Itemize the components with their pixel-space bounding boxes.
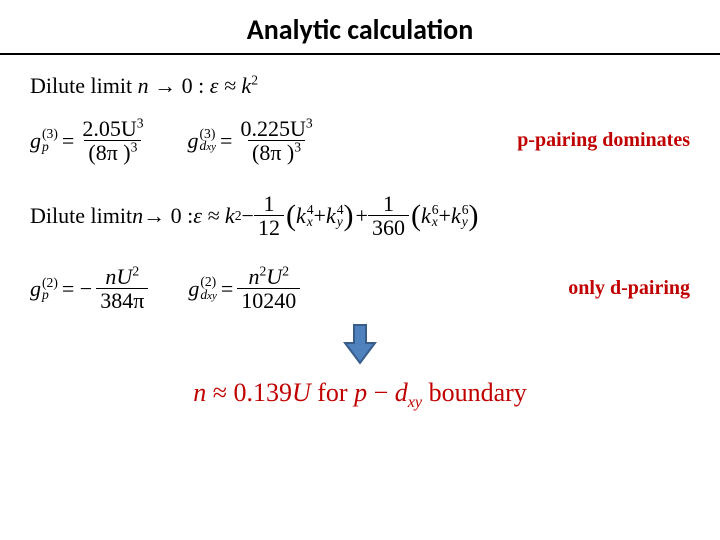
final-boundary-line: n ≈ 0.139U for p − dxy boundary bbox=[0, 378, 720, 408]
dilute1-arrow: → 0 : bbox=[149, 73, 210, 98]
g2d-expr: g(2)dxy = n2U2 10240 bbox=[188, 265, 300, 312]
final-boundary: boundary bbox=[422, 378, 527, 407]
down-arrow-icon bbox=[343, 323, 377, 365]
dilute-limit-2: Dilute limit n → 0 : ε ≈ k2 − 112 (k4x +… bbox=[0, 188, 720, 243]
eq-sign-4: = bbox=[217, 276, 237, 302]
dilute1-eps-sup: 2 bbox=[251, 73, 258, 88]
g2p-expr: g(2)p = − nU2 384π bbox=[30, 265, 148, 312]
g2-row: g(2)p = − nU2 384π g(2)dxy = n2U2 10240 … bbox=[0, 261, 720, 316]
g2d-n: n bbox=[248, 264, 259, 289]
eq-sign: = bbox=[58, 128, 78, 154]
final-U: U bbox=[292, 378, 311, 407]
arrow-wrap bbox=[0, 323, 720, 370]
d2-f1n: 1 bbox=[259, 192, 278, 215]
d2-ky-sub: y bbox=[337, 216, 344, 228]
g3p-sym: g bbox=[30, 128, 41, 154]
d2-kx-sub: x bbox=[307, 216, 314, 228]
g2p-den: 384π bbox=[100, 288, 144, 313]
final-for: for bbox=[311, 378, 354, 407]
title-rule bbox=[0, 53, 720, 55]
g2p-num-sup: 2 bbox=[132, 264, 139, 279]
g2p-num: nU bbox=[105, 264, 132, 289]
d2-kx: k bbox=[296, 203, 306, 229]
slide: Analytic calculation Dilute limit n → 0 … bbox=[0, 0, 720, 540]
dilute1-eps: ε ≈ k bbox=[210, 73, 252, 98]
g3p-den-sup: 3 bbox=[131, 140, 138, 155]
g2d-U: U bbox=[266, 264, 282, 289]
dilute-limit-1: Dilute limit n → 0 : ε ≈ k2 bbox=[0, 69, 720, 103]
dilute1-prefix: Dilute limit bbox=[30, 73, 138, 98]
final-d: d bbox=[395, 378, 408, 407]
d2-ky6: k bbox=[451, 203, 461, 229]
page-title: Analytic calculation bbox=[0, 0, 720, 47]
g3p-expr: g(3)p = 2.05U3 (8π )3 bbox=[30, 117, 148, 164]
g2p-sym: g bbox=[30, 276, 41, 302]
dilute2-eps: ε ≈ k bbox=[193, 203, 235, 229]
d2-kx6: k bbox=[421, 203, 431, 229]
final-p: p bbox=[354, 378, 367, 407]
note-d-pairing: only d-pairing bbox=[568, 277, 690, 300]
g2d-sub2: xy bbox=[207, 290, 217, 302]
dilute2-minus: − bbox=[242, 203, 254, 229]
dilute2-n: n bbox=[132, 203, 143, 229]
g2d-den: 10240 bbox=[241, 288, 296, 313]
final-approx: ≈ 0.139 bbox=[206, 378, 292, 407]
d2-f2d: 360 bbox=[368, 215, 409, 239]
final-dsub: xy bbox=[408, 394, 422, 411]
d2-ky: k bbox=[326, 203, 336, 229]
d2-plus: + bbox=[356, 203, 368, 229]
dilute2-arrow: → 0 : bbox=[143, 203, 193, 229]
g3-row: g(3)p = 2.05U3 (8π )3 g(3)dxy = 0.225U3 … bbox=[0, 113, 720, 168]
g2p-eq: = − bbox=[58, 276, 96, 302]
g3d-expr: g(3)dxy = 0.225U3 (8π )3 bbox=[188, 117, 317, 164]
g3d-den-sup: 3 bbox=[294, 140, 301, 155]
g3p-num-sup: 3 bbox=[137, 116, 144, 131]
note-p-pairing: p-pairing dominates bbox=[517, 129, 690, 152]
d2-f1d: 12 bbox=[254, 215, 284, 239]
final-dash: − bbox=[367, 378, 395, 407]
g2p-sub: p bbox=[42, 289, 58, 301]
g3p-den: (8π ) bbox=[88, 140, 130, 165]
d2-f2n: 1 bbox=[379, 192, 398, 215]
eq-sign-2: = bbox=[216, 128, 236, 154]
g3d-num: 0.225U bbox=[240, 116, 305, 141]
d2-kx6-sub: x bbox=[432, 216, 439, 228]
dilute2-prefix: Dilute limit bbox=[30, 203, 132, 229]
g3p-num: 2.05U bbox=[82, 116, 136, 141]
g3d-sym: g bbox=[188, 128, 199, 154]
g3d-sub2: xy bbox=[206, 141, 216, 153]
g3d-den: (8π ) bbox=[252, 140, 294, 165]
dilute1-n: n bbox=[138, 73, 149, 98]
g3d-num-sup: 3 bbox=[306, 116, 313, 131]
g2d-Usup: 2 bbox=[282, 264, 289, 279]
final-n: n bbox=[193, 378, 206, 407]
g2d-sym: g bbox=[188, 276, 199, 302]
d2-ky6-sub: y bbox=[462, 216, 469, 228]
g3p-sub: p bbox=[42, 141, 58, 153]
